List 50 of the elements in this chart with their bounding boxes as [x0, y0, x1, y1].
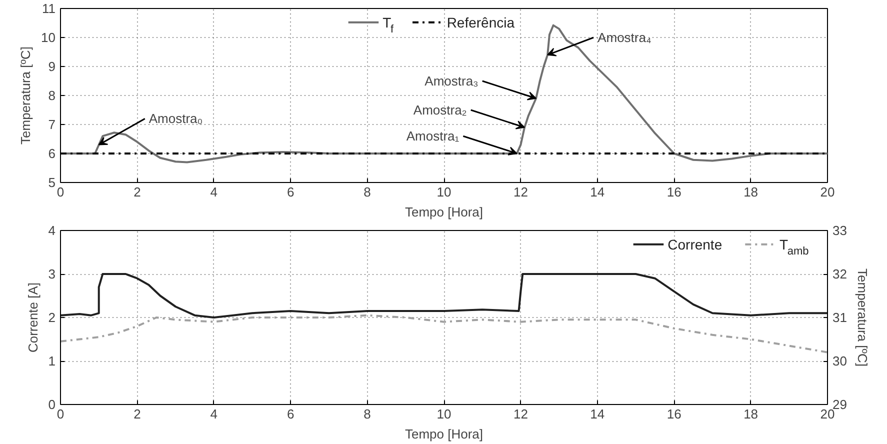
x-tick-label: 16 [666, 184, 682, 200]
y2-tick-label: 30 [832, 354, 847, 368]
x-tick-label: 8 [364, 184, 371, 200]
y-tick-label: 1 [48, 354, 56, 368]
x-axis-title: Tempo [Hora] [404, 426, 484, 442]
legend-label: Referência [446, 14, 515, 30]
y-tick-label: 2 [48, 310, 56, 325]
y-tick-label: 7 [48, 117, 56, 132]
x-tick-label: 20 [820, 184, 835, 200]
y-tick-label: 9 [48, 59, 56, 74]
annotation: Amostra₂ [413, 102, 467, 118]
x-tick-label: 10 [436, 184, 452, 200]
y-tick-label: 10 [41, 30, 56, 45]
y-tick-label: 3 [48, 266, 56, 282]
y-axis-title: Corrente [A] [25, 282, 40, 353]
x-axis-title: Tempo [Hora] [404, 204, 484, 220]
x-tick-label: 4 [210, 406, 218, 422]
x-tick-label: 12 [513, 406, 528, 422]
y2-axis-title: Temperatura [ºC] [854, 268, 870, 366]
x-tick-label: 8 [364, 406, 371, 422]
x-tick-label: 14 [590, 184, 605, 200]
x-tick-label: 2 [134, 184, 141, 200]
annotation: Amostra₄ [598, 30, 652, 45]
annotation: Amostra₀ [148, 111, 203, 126]
y-tick-label: 4 [48, 223, 56, 238]
x-tick-label: 6 [286, 184, 294, 200]
x-tick-label: 10 [436, 406, 452, 422]
y-axis-title: Temperatura [ºC] [18, 46, 34, 144]
y-tick-label: 5 [48, 175, 56, 190]
y-tick-label: 0 [48, 397, 56, 412]
annotation: Amostra₃ [424, 74, 478, 88]
x-tick-label: 4 [210, 184, 218, 200]
y2-tick-label: 32 [832, 266, 847, 282]
x-tick-label: 18 [744, 184, 758, 200]
line-series [60, 273, 828, 318]
y2-tick-label: 29 [832, 397, 847, 412]
y2-tick-label: 31 [832, 310, 847, 325]
line-series [60, 314, 828, 354]
legend-label: Corrente [668, 236, 722, 252]
y-tick-label: 6 [48, 146, 56, 161]
annotation: Amostra₁ [406, 128, 460, 144]
x-tick-label: 12 [513, 184, 528, 200]
x-tick-label: 6 [286, 406, 294, 422]
x-tick-label: 14 [590, 406, 605, 422]
x-tick-label: 18 [744, 406, 758, 422]
y-tick-label: 8 [48, 88, 56, 103]
y2-tick-label: 33 [832, 223, 847, 238]
y-tick-label: 11 [42, 1, 56, 16]
x-tick-label: 16 [666, 406, 682, 422]
x-tick-label: 2 [134, 406, 141, 422]
